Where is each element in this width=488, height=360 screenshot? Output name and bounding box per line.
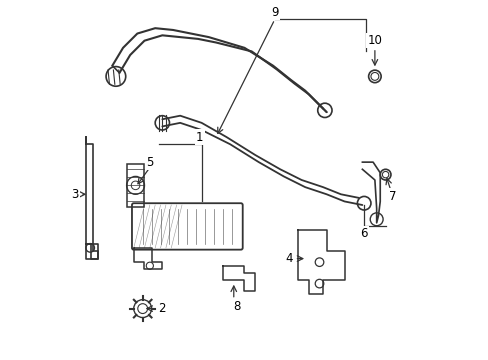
Text: 2: 2	[158, 302, 166, 315]
Text: 3: 3	[71, 188, 79, 201]
Text: 10: 10	[366, 34, 382, 47]
Text: 6: 6	[360, 227, 367, 240]
Text: 7: 7	[388, 190, 396, 203]
Text: 4: 4	[285, 252, 292, 265]
Text: 1: 1	[196, 131, 203, 144]
Text: 5: 5	[146, 156, 153, 168]
Text: 9: 9	[270, 6, 278, 19]
Text: 8: 8	[233, 300, 241, 313]
Bar	[126, 164, 144, 207]
